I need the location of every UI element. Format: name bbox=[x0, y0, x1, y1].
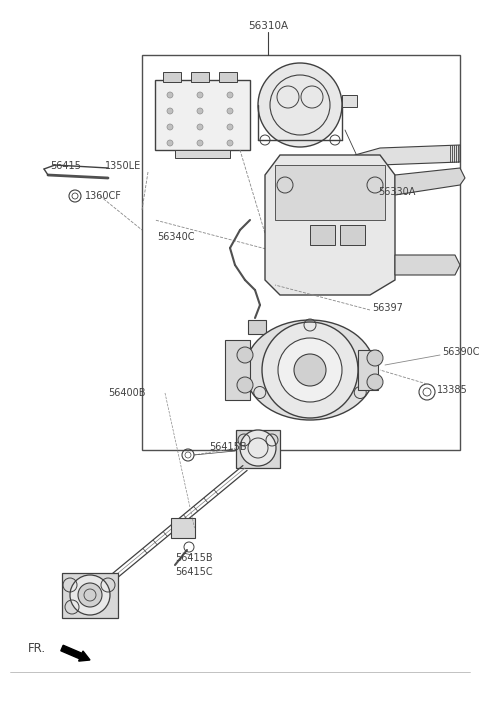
Circle shape bbox=[240, 430, 276, 466]
Circle shape bbox=[227, 124, 233, 130]
Bar bbox=[155, 80, 250, 150]
Text: 56330A: 56330A bbox=[378, 187, 415, 197]
Circle shape bbox=[227, 108, 233, 114]
Bar bbox=[275, 165, 385, 220]
Circle shape bbox=[258, 63, 342, 147]
Text: 13385: 13385 bbox=[437, 385, 468, 395]
Circle shape bbox=[237, 347, 253, 363]
Text: 56415: 56415 bbox=[50, 161, 81, 171]
Circle shape bbox=[197, 140, 203, 146]
Text: 56400B: 56400B bbox=[108, 388, 145, 398]
Circle shape bbox=[367, 374, 383, 390]
Text: 1360CF: 1360CF bbox=[85, 191, 122, 201]
Polygon shape bbox=[265, 155, 395, 295]
Bar bbox=[163, 72, 181, 82]
Bar bbox=[219, 72, 237, 82]
Text: 56390C: 56390C bbox=[442, 347, 480, 357]
Polygon shape bbox=[395, 255, 460, 275]
Text: 1350LE: 1350LE bbox=[105, 161, 141, 171]
Circle shape bbox=[227, 140, 233, 146]
Polygon shape bbox=[395, 168, 465, 195]
Bar bbox=[310, 225, 335, 245]
Text: 56415C: 56415C bbox=[175, 567, 213, 577]
Ellipse shape bbox=[245, 320, 375, 420]
Bar bbox=[342, 95, 357, 107]
Text: 56397: 56397 bbox=[372, 303, 403, 313]
Bar bbox=[248, 320, 266, 334]
Polygon shape bbox=[355, 145, 460, 170]
Text: 56310A: 56310A bbox=[248, 21, 288, 31]
Circle shape bbox=[197, 124, 203, 130]
Text: 56340C: 56340C bbox=[157, 232, 194, 242]
Bar bbox=[236, 430, 280, 468]
Circle shape bbox=[262, 322, 358, 418]
Circle shape bbox=[167, 92, 173, 98]
Bar bbox=[170, 518, 194, 538]
Circle shape bbox=[197, 92, 203, 98]
Bar bbox=[175, 150, 230, 158]
Circle shape bbox=[278, 338, 342, 402]
Circle shape bbox=[227, 92, 233, 98]
Bar bbox=[191, 72, 209, 82]
Text: 56415B: 56415B bbox=[209, 442, 247, 452]
Circle shape bbox=[70, 575, 110, 615]
Circle shape bbox=[167, 140, 173, 146]
FancyArrow shape bbox=[61, 645, 90, 661]
Text: FR.: FR. bbox=[28, 641, 46, 654]
Circle shape bbox=[367, 350, 383, 366]
Bar bbox=[142, 55, 460, 450]
Circle shape bbox=[167, 124, 173, 130]
Circle shape bbox=[167, 108, 173, 114]
Circle shape bbox=[237, 377, 253, 393]
Bar bbox=[225, 340, 250, 400]
Bar bbox=[62, 573, 118, 618]
Circle shape bbox=[294, 354, 326, 386]
Circle shape bbox=[78, 583, 102, 607]
Circle shape bbox=[197, 108, 203, 114]
Text: 56415B: 56415B bbox=[175, 553, 213, 563]
Bar bbox=[358, 350, 378, 390]
Bar bbox=[340, 225, 365, 245]
